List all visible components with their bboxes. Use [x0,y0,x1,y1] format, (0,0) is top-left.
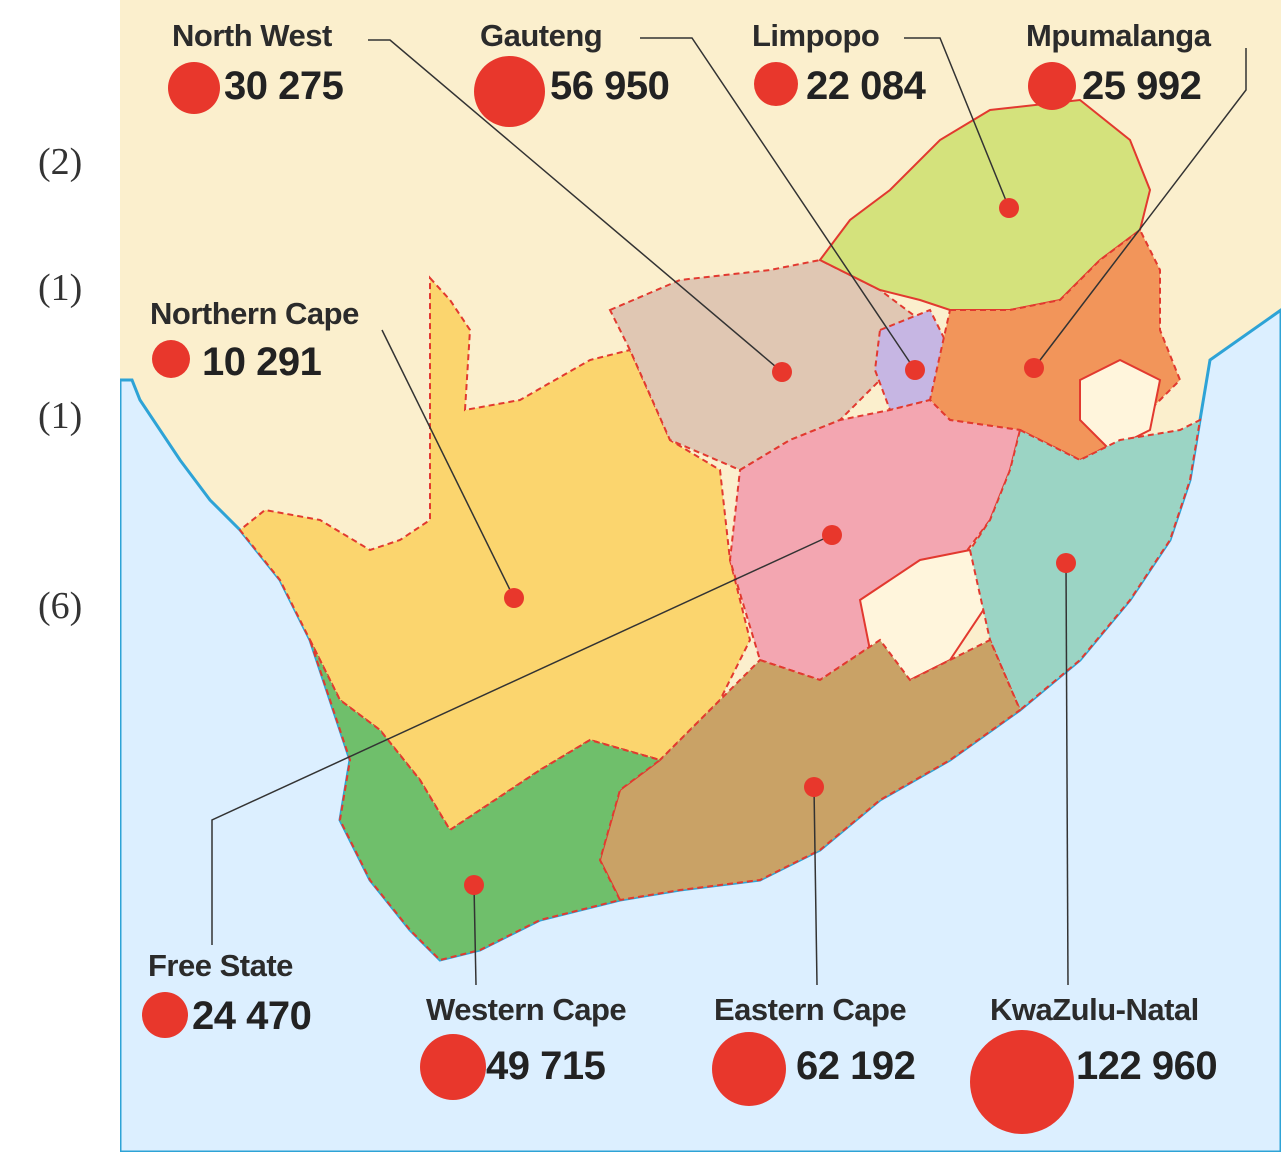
label-north-west-name: North West [172,18,332,53]
bubble-kwazulu-natal [970,1030,1074,1134]
bubble-free-state [142,992,188,1038]
bubble-limpopo [754,62,798,106]
label-western-cape-name: Western Cape [426,992,627,1027]
province-northern-cape [238,275,752,832]
bubble-north-west [168,62,220,114]
label-limpopo-value: 22 084 [806,64,926,108]
province-western-cape [309,639,663,962]
label-north-west-value: 30 275 [224,64,344,108]
leader-lines [211,37,1247,986]
leader-free-state [211,534,833,945]
bubble-northern-cape [152,340,190,378]
bubble-gauteng [474,56,545,127]
label-eastern-cape-value: 62 192 [796,1044,916,1088]
leader-western-cape [473,884,477,986]
leader-gauteng [640,37,916,371]
dot-kwazulu-natal [1056,553,1076,573]
label-kwazulu-natal-name: KwaZulu-Natal [990,992,1199,1027]
label-western-cape-value: 49 715 [486,1044,606,1088]
province-north-west [608,258,922,472]
leader-north-west [368,39,783,373]
margin-mark-2: (1) [38,267,83,309]
leader-kwazulu-natal [1065,562,1069,986]
margin-mark-3: (1) [38,395,83,437]
label-gauteng-name: Gauteng [480,18,603,53]
leader-eastern-cape [813,786,818,986]
label-kwazulu-natal-value: 122 960 [1076,1044,1218,1088]
margin-mark-1: (2) [38,141,83,183]
map-graphic [120,0,1281,1152]
eswatini [1079,358,1162,452]
label-free-state-value: 24 470 [192,994,312,1038]
label-limpopo-name: Limpopo [752,18,880,53]
location-dots [464,198,1076,895]
margin-mark-4: (6) [38,585,83,627]
dot-northern-cape [504,588,524,608]
dot-western-cape [464,875,484,895]
label-northern-cape-value: 10 291 [202,340,322,384]
bubble-western-cape [420,1034,486,1100]
dot-limpopo [999,198,1019,218]
province-kwazulu-natal [968,418,1202,712]
label-northern-cape-name: Northern Cape [150,296,359,331]
label-mpumalanga-name: Mpumalanga [1026,18,1211,53]
label-mpumalanga-value: 25 992 [1082,64,1202,108]
label-free-state-name: Free State [148,948,293,983]
label-gauteng-value: 56 950 [550,64,670,108]
map-frame: North West 30 275 Gauteng 56 950 Limpopo… [120,0,1281,1152]
province-limpopo [818,98,1152,311]
dot-mpumalanga [1024,358,1044,378]
bubble-eastern-cape [712,1032,786,1106]
dot-eastern-cape [804,777,824,797]
leader-northern-cape [381,329,515,599]
dot-gauteng [905,360,925,380]
bubble-mpumalanga [1028,62,1076,110]
leader-mpumalanga [1033,48,1247,369]
label-eastern-cape-name: Eastern Cape [714,992,907,1027]
dot-free-state [822,525,842,545]
leader-limpopo [904,37,1010,209]
dot-north-west [772,362,792,382]
